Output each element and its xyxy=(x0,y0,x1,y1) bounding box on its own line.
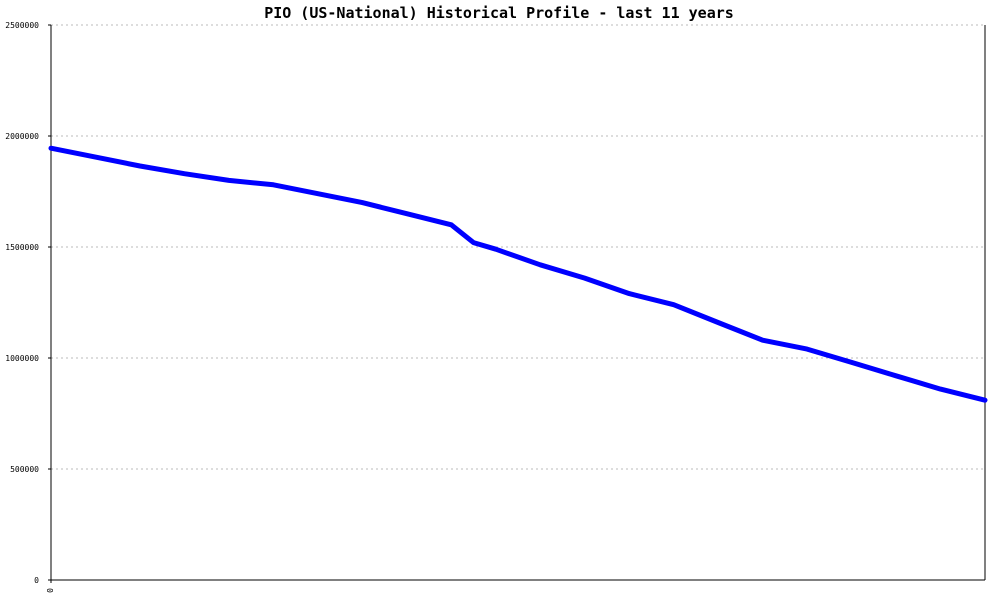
series-line xyxy=(48,145,988,403)
x-tick-label: 0 xyxy=(46,588,55,593)
y-tick-label: 1500000 xyxy=(5,243,39,252)
grid-lines xyxy=(51,24,985,470)
y-tick-label: 500000 xyxy=(10,465,39,474)
y-tick-label: 2000000 xyxy=(5,132,39,141)
series-lines xyxy=(48,145,988,403)
axes xyxy=(50,25,986,581)
y-tick-label: 2500000 xyxy=(5,21,39,30)
y-tick-label: 1000000 xyxy=(5,354,39,363)
x-tick-labels: 0 xyxy=(46,580,55,593)
y-tick-labels: 0 500000 1000000 1500000 2000000 2500000 xyxy=(5,21,51,585)
y-tick-label: 0 xyxy=(34,576,39,585)
chart-title: PIO (US-National) Historical Profile - l… xyxy=(264,4,734,22)
